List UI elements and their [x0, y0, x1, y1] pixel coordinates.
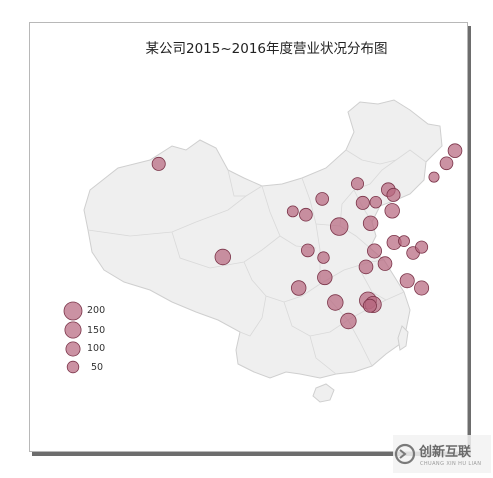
china-landmass: [83, 99, 443, 403]
data-bubble[interactable]: [414, 280, 430, 296]
data-bubble[interactable]: [214, 248, 232, 266]
data-bubble[interactable]: [415, 240, 429, 254]
data-bubble[interactable]: [355, 195, 370, 210]
data-bubble[interactable]: [384, 203, 400, 219]
data-bubble[interactable]: [358, 259, 374, 275]
data-bubble[interactable]: [377, 256, 393, 271]
data-bubble[interactable]: [399, 273, 415, 289]
taiwan-island: [397, 325, 409, 351]
data-bubble[interactable]: [340, 312, 357, 330]
watermark-subtext: CHUANG XIN HU LIAN: [420, 461, 481, 467]
legend-bubbles: [63, 301, 83, 374]
data-bubble[interactable]: [317, 251, 330, 264]
legend-label-50: 50: [91, 362, 104, 373]
watermark-logo: 创新互联 CHUANG XIN HU LIAN: [393, 435, 491, 473]
data-bubble[interactable]: [291, 280, 307, 296]
watermark-icon: [394, 443, 416, 465]
data-bubble[interactable]: [299, 207, 313, 222]
legend-label-100: 100: [87, 343, 106, 354]
data-bubble[interactable]: [386, 187, 401, 202]
legend-label-200: 200: [87, 305, 106, 316]
legend-bubble-50: [66, 360, 80, 374]
legend-bubble-200: [63, 301, 83, 321]
data-bubble[interactable]: [330, 217, 349, 236]
data-bubble[interactable]: [317, 269, 333, 286]
map-title: 某公司2015~2016年度营业状况分布图: [145, 41, 388, 57]
data-bubble[interactable]: [300, 243, 315, 258]
data-bubble[interactable]: [366, 243, 382, 259]
data-bubble[interactable]: [398, 235, 410, 248]
data-bubble[interactable]: [350, 177, 364, 191]
data-bubble[interactable]: [362, 215, 379, 232]
data-bubble[interactable]: [327, 294, 344, 311]
legend-bubble-150: [64, 321, 82, 339]
data-bubble[interactable]: [439, 156, 454, 171]
data-bubble[interactable]: [428, 171, 440, 183]
china-outline: [83, 99, 443, 379]
watermark-text: 创新互联: [418, 444, 471, 460]
data-bubble[interactable]: [315, 192, 330, 206]
legend-bubble-100: [65, 341, 81, 357]
hainan-island: [312, 383, 335, 403]
data-bubble[interactable]: [369, 195, 383, 209]
data-bubble[interactable]: [151, 156, 166, 171]
data-bubble[interactable]: [447, 143, 463, 159]
data-bubble[interactable]: [286, 205, 299, 218]
legend-label-150: 150: [87, 325, 106, 336]
bubble-layer: [151, 143, 463, 330]
data-bubble[interactable]: [362, 298, 377, 313]
